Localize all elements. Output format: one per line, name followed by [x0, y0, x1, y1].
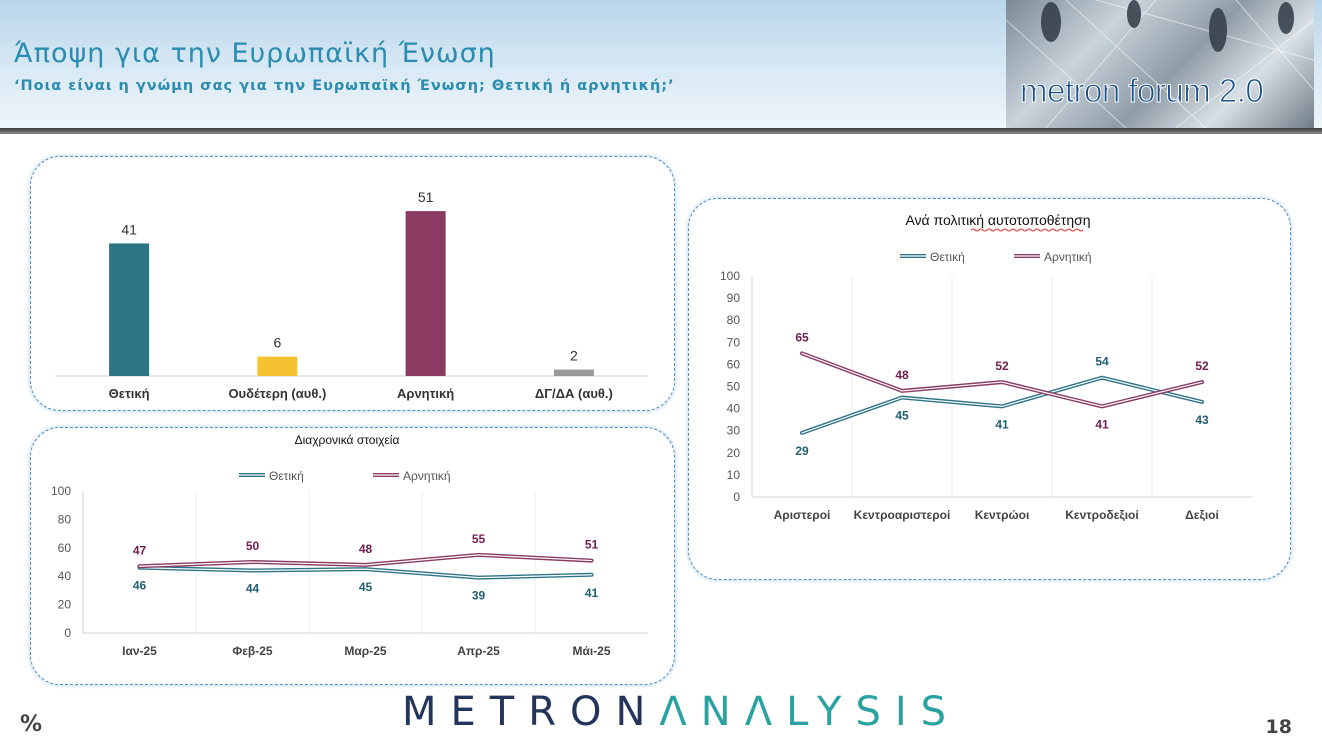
data-label-0: 46: [133, 579, 147, 593]
trend-chart-panel: Διαχρονικά στοιχεία Θετική Αρνητική 0 20 40 60…: [30, 427, 675, 685]
y-tick-label: 100: [720, 269, 740, 283]
trend-line-chart: Διαχρονικά στοιχεία Θετική Αρνητική 0 20 40 60…: [51, 433, 648, 658]
data-label-1: 50: [246, 539, 260, 553]
y-tick-label: 80: [58, 512, 72, 526]
x-tick-label: Μαρ-25: [344, 644, 386, 658]
y-tick-label: 40: [58, 569, 72, 583]
bar-chart-panel: 41 Θετική 6 Ουδέτερη (αυθ.) 51 Αρνητική 2 ΔΓ/ΔΑ…: [30, 156, 675, 411]
bar-category-label: Αρνητική: [397, 386, 454, 401]
bar-category-label: Θετική: [109, 386, 150, 401]
series-line-inner-1: [801, 352, 1203, 407]
y-tick-label: 80: [727, 313, 741, 327]
percent-label: %: [20, 712, 43, 737]
y-tick-label: 90: [727, 291, 741, 305]
x-tick-label: Μάι-25: [572, 644, 610, 658]
y-tick-label: 30: [727, 424, 741, 438]
y-tick-label: 20: [58, 598, 72, 612]
data-label-0: 41: [995, 417, 1009, 431]
y-tick-label: 60: [727, 357, 741, 371]
spellcheck-underline: [970, 228, 1084, 232]
metron-analysis-logo: METRONΛNΛLYSIS: [402, 687, 946, 737]
bar-1: [257, 356, 298, 376]
y-tick-label: 50: [727, 380, 741, 394]
header-divider: [0, 128, 1322, 134]
data-label-0: 43: [1195, 413, 1209, 427]
x-tick-label: Δεξιοί: [1185, 508, 1219, 522]
data-label-1: 41: [1095, 417, 1109, 431]
y-tick-label: 70: [727, 335, 741, 349]
page-subtitle: ‘Ποια είναι η γνώμη σας για την Ευρωπαϊκ…: [14, 78, 675, 94]
y-tick-label: 40: [727, 402, 741, 416]
y-tick-label: 20: [727, 446, 741, 460]
opinion-bar-chart: 41 Θετική 6 Ουδέτερη (αυθ.) 51 Αρνητική 2 ΔΓ/ΔΑ…: [55, 189, 648, 401]
legend-label-1: Αρνητική: [1044, 250, 1092, 264]
bar-value-label: 41: [121, 221, 137, 237]
data-label-0: 41: [585, 586, 599, 600]
bar-value-label: 51: [418, 189, 434, 205]
data-label-1: 51: [585, 538, 599, 552]
page-title: Άποψη για την Ευρωπαϊκή Ένωση: [14, 38, 496, 69]
series-line-inner-0: [801, 377, 1203, 434]
y-tick-label: 0: [733, 490, 740, 504]
y-tick-label: 0: [64, 626, 71, 640]
data-label-0: 39: [472, 589, 486, 603]
data-label-0: 29: [795, 444, 809, 458]
data-label-1: 65: [795, 330, 809, 344]
logo-text: metron forum 2.0: [1019, 72, 1264, 110]
chart-title: Διαχρονικά στοιχεία: [295, 433, 400, 447]
legend-label-0: Θετική: [930, 250, 965, 264]
data-label-1: 47: [133, 543, 147, 557]
data-label-1: 48: [895, 368, 909, 382]
bar-value-label: 2: [570, 348, 578, 364]
brand-part-analysis: ΛNΛLYSIS: [659, 689, 961, 735]
y-tick-label: 60: [58, 541, 72, 555]
bar-value-label: 6: [273, 335, 281, 351]
data-label-1: 52: [995, 359, 1009, 373]
ideology-line-chart: Ανά πολιτική αυτοτοποθέτηση Θετική Αρνητικ…: [720, 212, 1252, 522]
x-tick-label: Κεντρώοι: [975, 508, 1030, 522]
bar-category-label: Ουδέτερη (αυθ.): [228, 386, 326, 401]
x-tick-label: Ιαν-25: [122, 644, 157, 658]
bar-category-label: ΔΓ/ΔΑ (αυθ.): [535, 386, 613, 401]
data-label-0: 44: [246, 582, 260, 596]
series-line-inner-0: [138, 567, 593, 579]
ideology-chart-panel: Ανά πολιτική αυτοτοποθέτηση Θετική Αρνητικ…: [688, 198, 1291, 580]
data-label-0: 54: [1095, 355, 1109, 369]
x-tick-label: Κεντροαριστεροί: [854, 508, 951, 522]
data-label-0: 45: [895, 409, 909, 423]
y-tick-label: 10: [727, 468, 741, 482]
data-label-0: 45: [359, 580, 373, 594]
y-tick-label: 100: [51, 484, 71, 498]
x-tick-label: Απρ-25: [457, 644, 500, 658]
legend-label-1: Αρνητική: [403, 469, 451, 483]
data-label-1: 55: [472, 532, 486, 546]
data-label-1: 48: [359, 542, 373, 556]
data-label-1: 52: [1195, 359, 1209, 373]
brand-part-metron: METRON: [402, 689, 660, 735]
page-number: 18: [1265, 716, 1292, 738]
x-tick-label: Φεβ-25: [232, 644, 273, 658]
bar-3: [553, 369, 594, 376]
bar-2: [405, 211, 446, 376]
x-tick-label: Κεντροδεξιοί: [1065, 508, 1138, 522]
legend-label-0: Θετική: [269, 469, 304, 483]
x-tick-label: Αριστεροί: [774, 508, 831, 522]
chart-title: Ανά πολιτική αυτοτοποθέτηση: [905, 212, 1090, 228]
bar-0: [109, 243, 150, 376]
metron-forum-logo: metron forum 2.0: [1006, 0, 1314, 128]
series-line-inner-1: [138, 554, 593, 567]
logo-background-pattern: [1006, 0, 1314, 128]
